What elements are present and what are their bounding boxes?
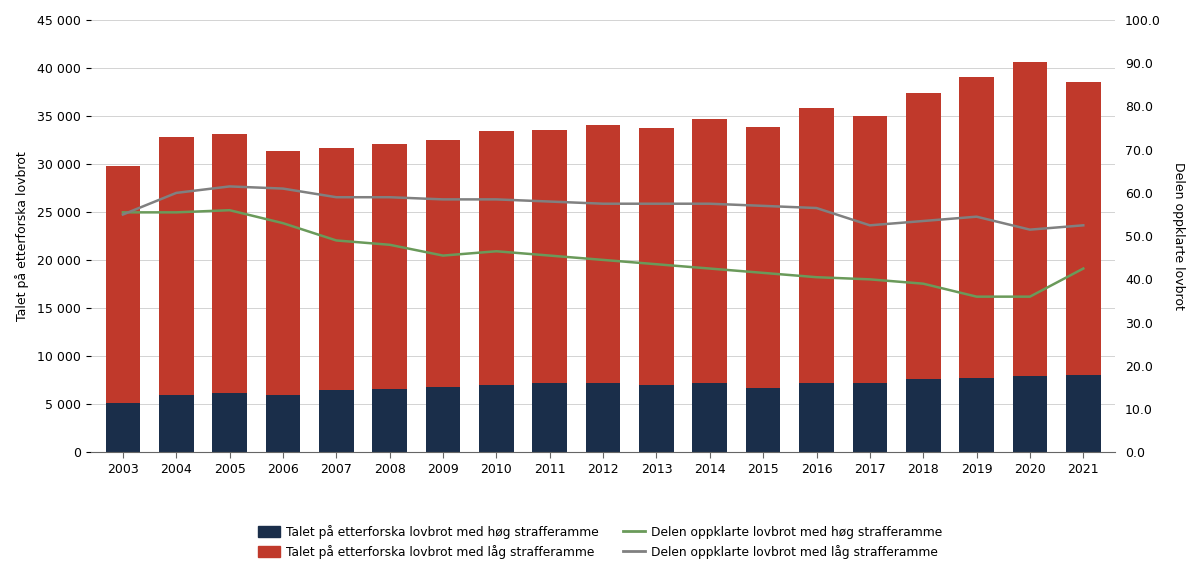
Bar [799, 383, 834, 452]
Bar [426, 387, 461, 452]
Bar [959, 378, 994, 452]
Legend: Talet på etterforska lovbrot med høg strafferamme, Talet på etterforska lovbrot : Talet på etterforska lovbrot med høg str… [253, 519, 947, 563]
Bar [746, 388, 780, 452]
Bar [212, 393, 247, 452]
Bar [372, 389, 407, 452]
Bar [158, 137, 193, 395]
Bar [1013, 62, 1048, 376]
Bar [746, 127, 780, 388]
Bar [1066, 376, 1100, 452]
Bar [906, 379, 941, 452]
Bar [319, 390, 354, 452]
Bar [479, 131, 514, 385]
Bar [1066, 82, 1100, 376]
Bar [426, 140, 461, 387]
Bar [158, 395, 193, 452]
Y-axis label: Delen oppklarte lovbrot: Delen oppklarte lovbrot [1172, 162, 1186, 310]
Bar [265, 395, 300, 452]
Bar [1013, 376, 1048, 452]
Bar [586, 125, 620, 383]
Bar [640, 385, 673, 452]
Bar [265, 151, 300, 395]
Bar [212, 134, 247, 393]
Bar [106, 403, 140, 452]
Bar [533, 130, 568, 383]
Bar [852, 116, 887, 383]
Bar [586, 383, 620, 452]
Bar [106, 166, 140, 403]
Y-axis label: Talet på etterforska lovbrot: Talet på etterforska lovbrot [14, 151, 29, 321]
Bar [479, 385, 514, 452]
Bar [852, 383, 887, 452]
Bar [906, 93, 941, 379]
Bar [959, 77, 994, 378]
Bar [692, 383, 727, 452]
Bar [799, 108, 834, 383]
Bar [533, 383, 568, 452]
Bar [372, 144, 407, 389]
Bar [319, 148, 354, 390]
Bar [640, 127, 673, 385]
Bar [692, 119, 727, 383]
